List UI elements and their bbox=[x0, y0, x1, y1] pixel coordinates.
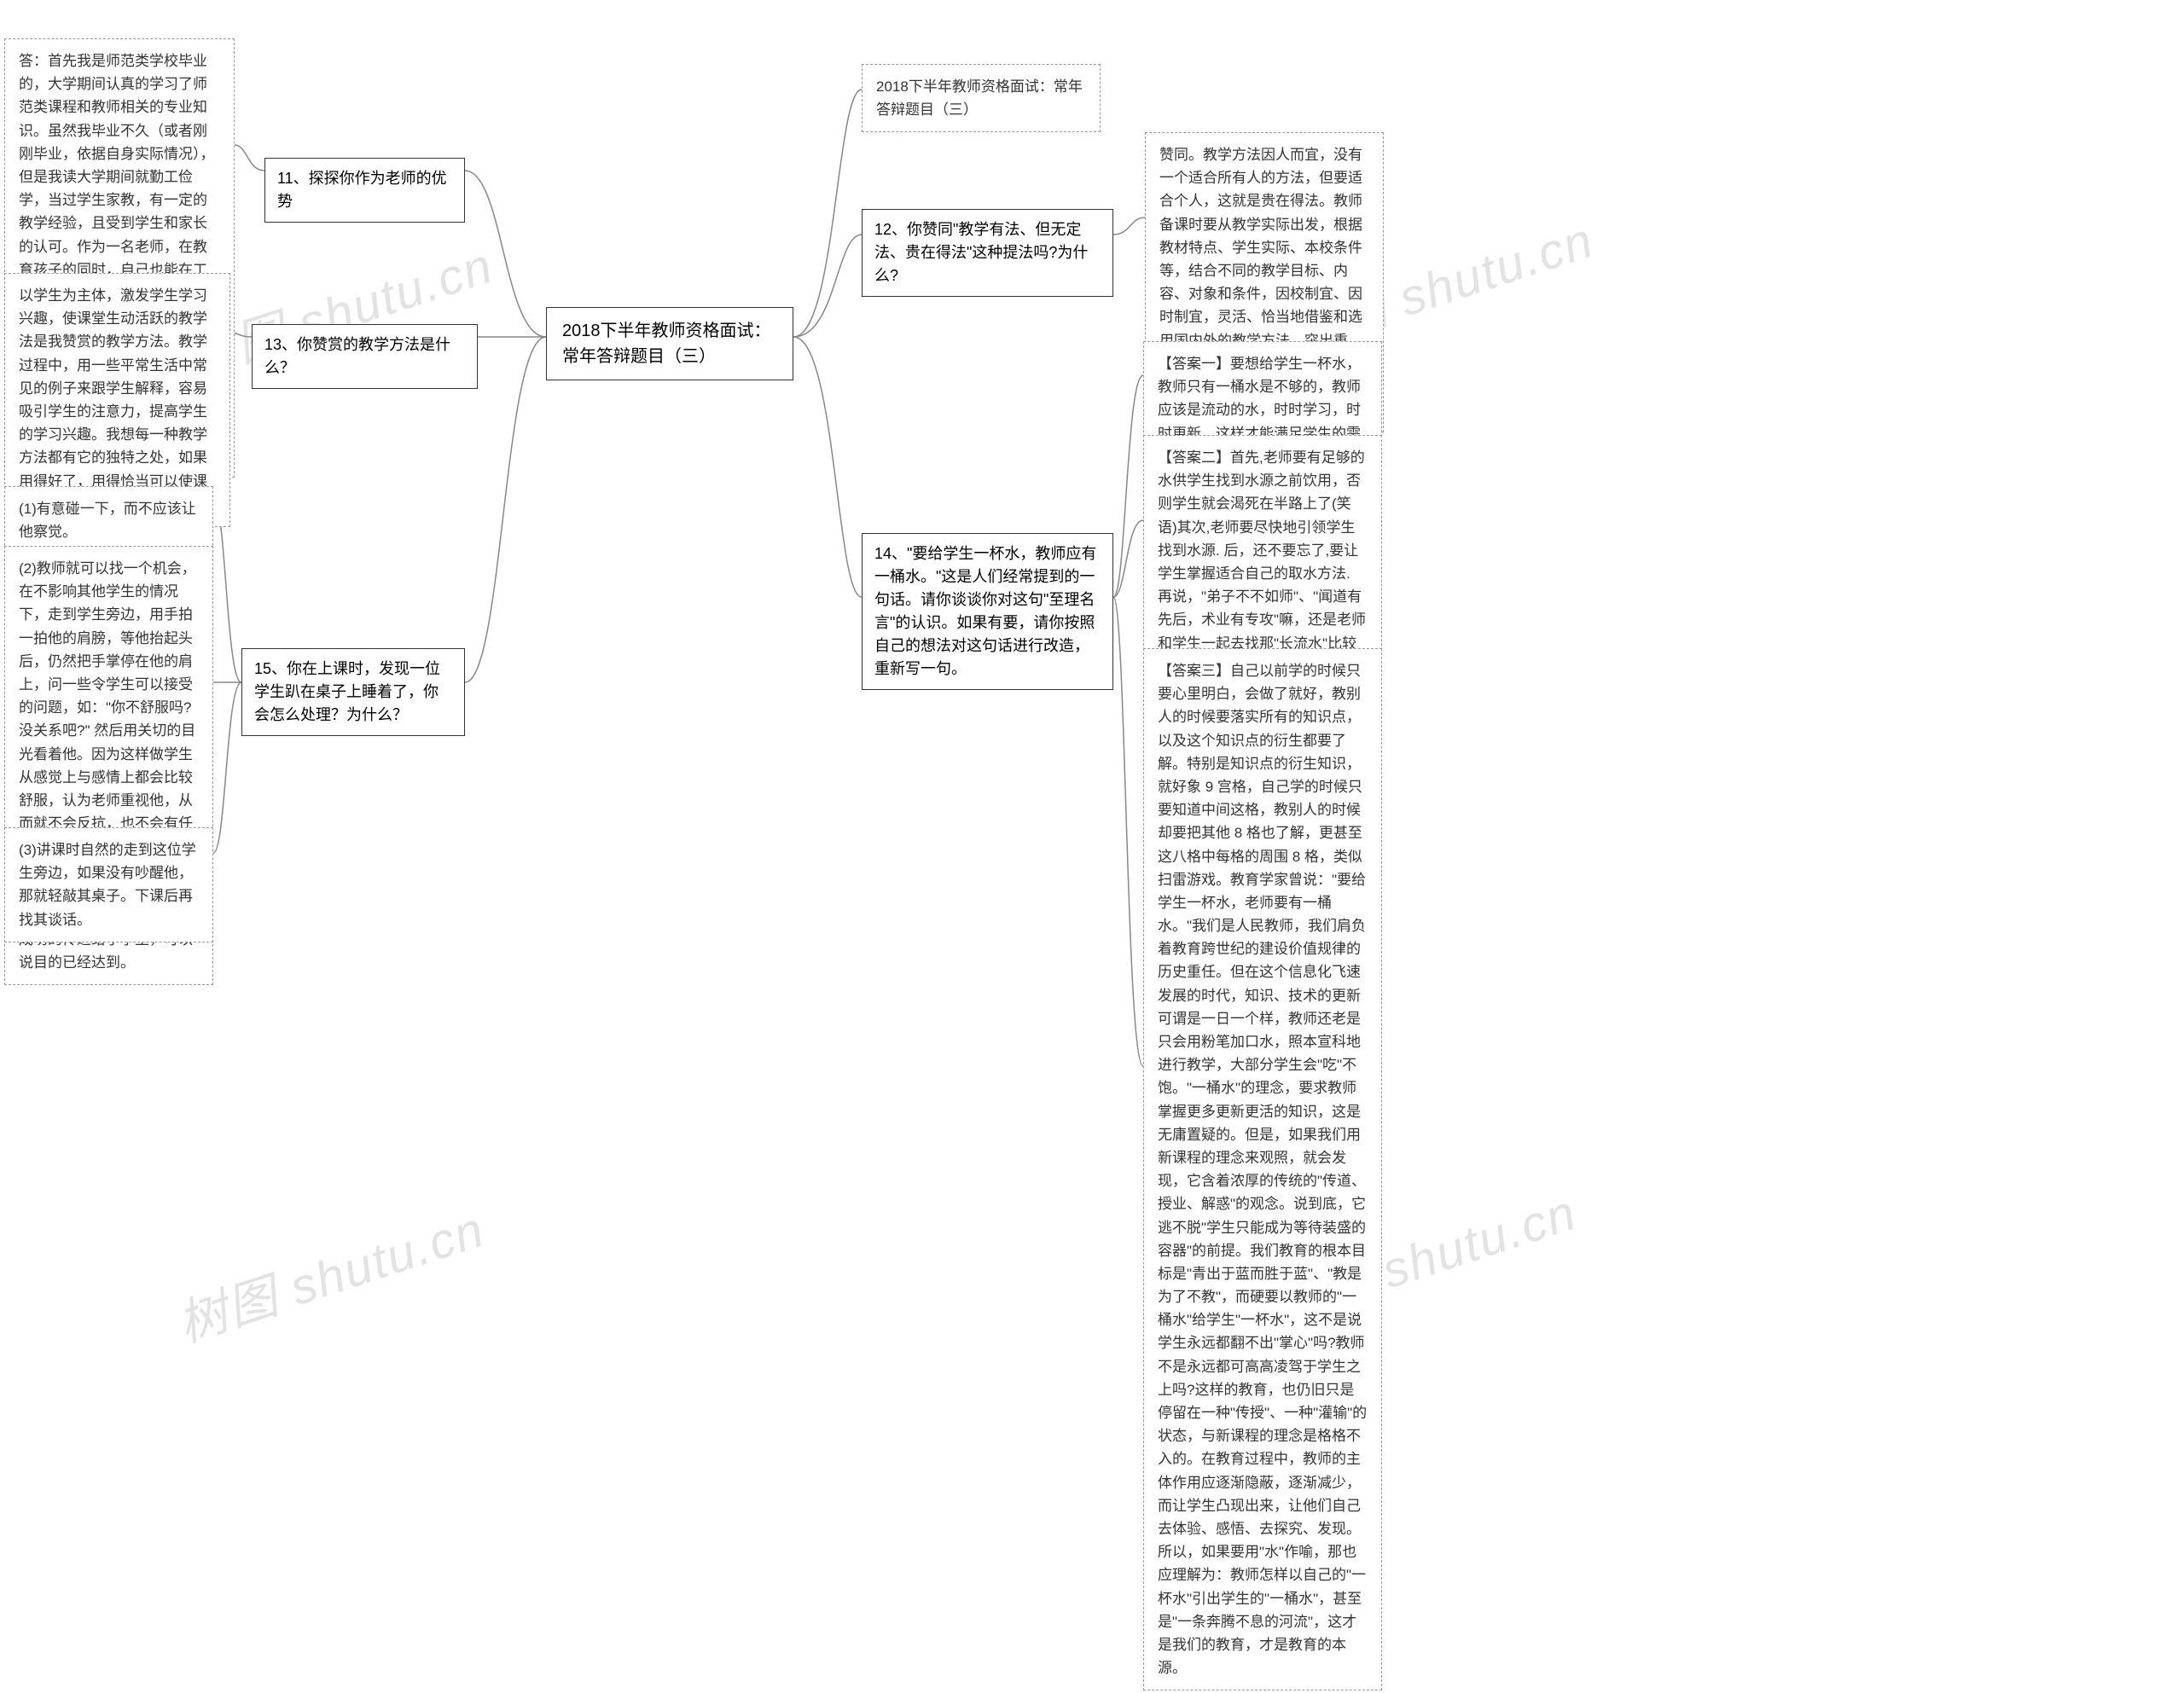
q15-answer-3: (3)讲课时自然的走到这位学生旁边，如果没有吵醒他，那就轻敲其桌子。下课后再找其… bbox=[4, 827, 213, 942]
q14-node: 14、"要给学生一杯水，教师应有一桶水。"这是人们经常提到的一句话。请你谈谈你对… bbox=[862, 533, 1113, 690]
q11-node: 11、探探你作为老师的优势 bbox=[264, 158, 465, 223]
right-title: 2018下半年教师资格面试：常年答辩题目（三） bbox=[862, 64, 1101, 132]
watermark: 树图 shutu.cn bbox=[167, 1189, 492, 1355]
q13-node: 13、你赞赏的教学方法是什么？ bbox=[252, 324, 478, 389]
center-node: 2018下半年教师资格面试：常年答辩题目（三） bbox=[546, 307, 793, 380]
q14-answer-3: 【答案三】自己以前学的时候只要心里明白，会做了就好，教别人的时候要落实所有的知识… bbox=[1143, 648, 1382, 1690]
q15-answer-1: (1)有意碰一下，而不应该让他察觉。 bbox=[4, 486, 213, 554]
q12-node: 12、你赞同"教学有法、但无定法、贵在得法"这种提法吗?为什么? bbox=[862, 209, 1113, 297]
q15-node: 15、你在上课时，发现一位学生趴在桌子上睡着了，你会怎么处理？为什么？ bbox=[241, 648, 465, 736]
